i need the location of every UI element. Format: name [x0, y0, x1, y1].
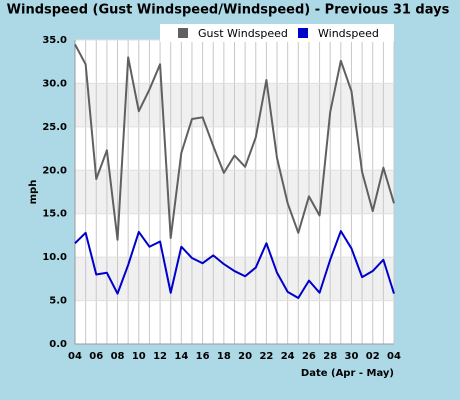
y-tick-label: 25.0: [42, 122, 67, 133]
x-tick-label: 04: [68, 351, 82, 362]
y-tick-label: 20.0: [42, 165, 67, 176]
chart-title: Windspeed (Gust Windspeed/Windspeed) - P…: [7, 3, 450, 18]
y-tick-label: 0.0: [49, 339, 67, 350]
x-tick-label: 02: [366, 351, 380, 362]
y-tick-label: 10.0: [42, 252, 67, 263]
legend-label: Windspeed: [318, 27, 379, 40]
y-tick-label: 15.0: [42, 209, 67, 220]
legend-box: [160, 24, 394, 42]
legend-swatch: [298, 28, 308, 38]
x-tick-label: 14: [174, 351, 188, 362]
y-axis-label: mph: [28, 180, 39, 205]
x-tick-label: 24: [281, 351, 295, 362]
x-tick-label: 08: [111, 351, 125, 362]
x-tick-label: 16: [196, 351, 210, 362]
y-tick-label: 5.0: [49, 296, 67, 307]
legend-label: Gust Windspeed: [198, 27, 288, 40]
legend-swatch: [178, 28, 188, 38]
x-tick-label: 10: [132, 351, 146, 362]
x-tick-label: 06: [89, 351, 103, 362]
y-tick-label: 30.0: [42, 78, 67, 89]
y-tick-label: 35.0: [42, 35, 67, 46]
x-tick-label: 12: [153, 351, 167, 362]
x-tick-label: 20: [238, 351, 252, 362]
x-tick-label: 26: [302, 351, 316, 362]
x-tick-label: 28: [323, 351, 337, 362]
series-line: [74, 230, 395, 299]
x-tick-label: 22: [259, 351, 273, 362]
x-tick-label: 18: [217, 351, 231, 362]
series-line: [74, 43, 395, 241]
x-tick-label: 30: [345, 351, 359, 362]
x-tick-label: 04: [387, 351, 401, 362]
x-axis-label: Date (Apr - May): [301, 368, 394, 379]
